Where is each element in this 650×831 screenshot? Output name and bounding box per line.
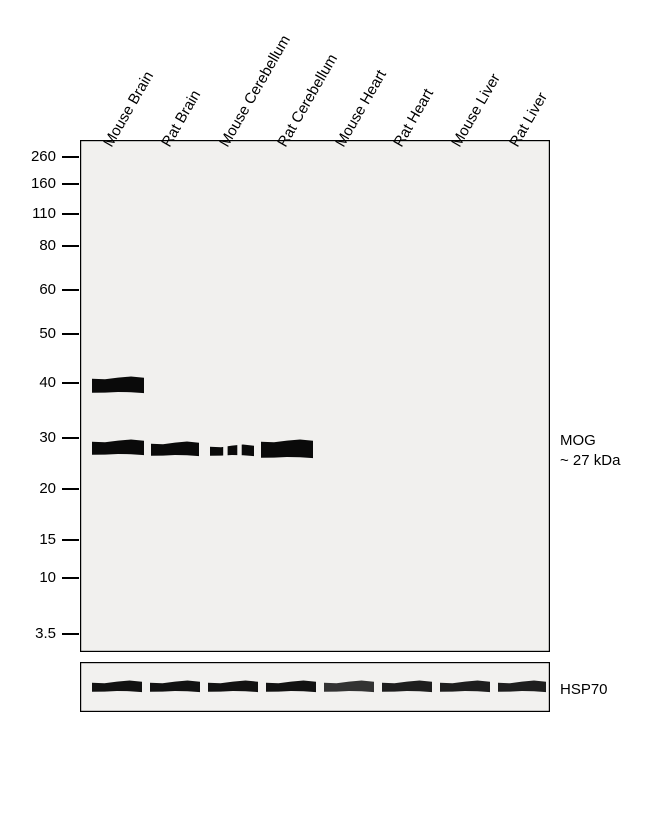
western-blot-figure: Mouse BrainRat BrainMouse CerebellumRat … — [0, 0, 650, 831]
lane-label: Rat Cerebellum — [274, 51, 341, 150]
mw-marker-label: 3.5 — [0, 625, 56, 642]
mw-marker-label: 10 — [0, 569, 56, 586]
lane-label: Mouse Liver — [448, 71, 504, 150]
annotation-label: HSP70 — [560, 681, 608, 698]
mw-marker-label: 160 — [0, 175, 56, 192]
mw-marker-label: 110 — [0, 205, 56, 222]
protein-band — [151, 441, 199, 457]
protein-band — [261, 439, 313, 459]
loading-control-band — [92, 680, 142, 693]
mw-marker-tick — [62, 382, 79, 384]
mw-marker-tick — [62, 245, 79, 247]
mw-marker-tick — [62, 577, 79, 579]
mw-marker-label: 30 — [0, 429, 56, 446]
protein-band — [92, 376, 144, 394]
mw-marker-tick — [62, 488, 79, 490]
mw-marker-tick — [62, 437, 79, 439]
mw-marker-tick — [62, 633, 79, 635]
annotation-label: ~ 27 kDa — [560, 452, 620, 469]
loading-control-band — [440, 680, 490, 693]
loading-control-band — [498, 680, 546, 693]
mw-marker-label: 260 — [0, 148, 56, 165]
loading-control-band — [208, 680, 258, 693]
loading-control-band — [324, 680, 374, 693]
loading-control-band — [150, 680, 200, 693]
loading-control-band — [266, 680, 316, 693]
mw-marker-label: 20 — [0, 480, 56, 497]
mw-marker-tick — [62, 213, 79, 215]
mw-marker-tick — [62, 183, 79, 185]
mw-marker-label: 80 — [0, 237, 56, 254]
mw-marker-label: 40 — [0, 374, 56, 391]
annotation-label: MOG — [560, 432, 596, 449]
mw-marker-tick — [62, 289, 79, 291]
mw-marker-label: 50 — [0, 325, 56, 342]
mw-marker-tick — [62, 539, 79, 541]
mw-marker-label: 60 — [0, 281, 56, 298]
mw-marker-label: 15 — [0, 531, 56, 548]
mw-marker-tick — [62, 333, 79, 335]
loading-control-band — [382, 680, 432, 693]
lane-label: Mouse Brain — [100, 69, 157, 150]
protein-band — [92, 439, 144, 456]
main-blot-panel — [80, 140, 550, 652]
mw-marker-tick — [62, 156, 79, 158]
protein-band — [210, 444, 254, 457]
lane-label: Mouse Heart — [332, 67, 390, 150]
